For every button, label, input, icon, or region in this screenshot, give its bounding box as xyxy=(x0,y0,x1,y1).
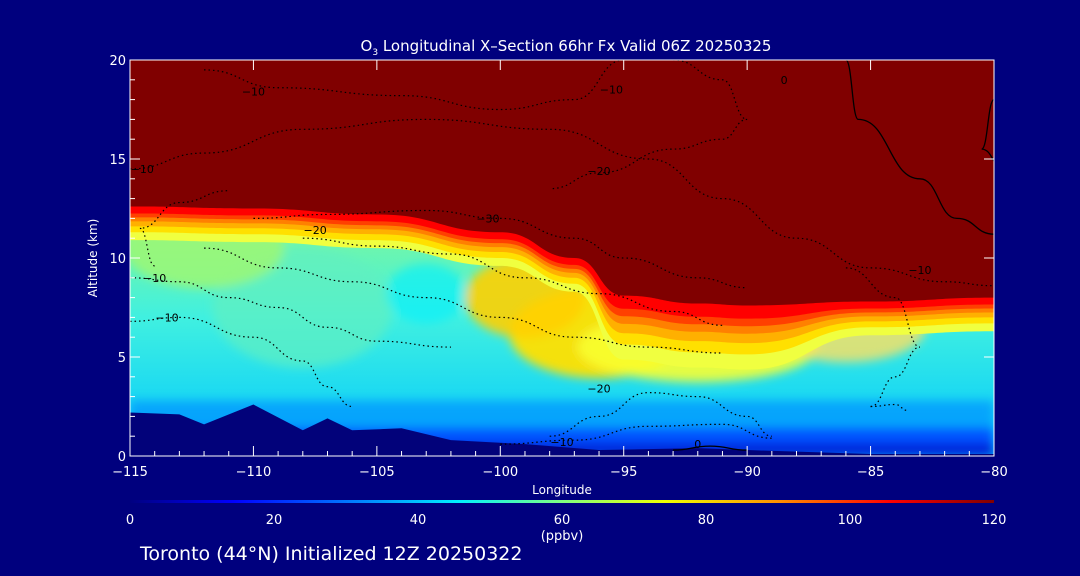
colorbar-tick-label: 60 xyxy=(554,513,571,528)
x-tick-label: −85 xyxy=(857,465,884,480)
x-tick-label: −90 xyxy=(733,465,760,480)
colorbar-tick-label: 0 xyxy=(126,513,134,528)
contour-label: −10 xyxy=(131,163,154,176)
title-subscript: 3 xyxy=(372,48,378,58)
x-axis: −115 −110 −105 −100 −95 −90 −85 −80 xyxy=(112,60,1008,480)
contour-label: −10 xyxy=(143,272,166,285)
contour-line xyxy=(549,60,748,190)
contour-line-zero xyxy=(673,445,748,451)
colorbar-unit-label: (ppbv) xyxy=(541,529,584,544)
contour-label: 0 xyxy=(781,74,788,87)
y-tick-label: 10 xyxy=(109,252,126,267)
contour-labels: −10 −10 −10 0 −20 −30 −20 −10 −10 −10 −20 −10 0 xyxy=(131,74,932,451)
contour-label: 0 xyxy=(694,438,701,451)
contour-label: −20 xyxy=(587,165,610,178)
colorbar xyxy=(130,500,994,503)
contour-line xyxy=(130,316,353,408)
contour-line xyxy=(302,237,723,326)
contour-label: −20 xyxy=(304,224,327,237)
y-tick-label: 5 xyxy=(118,351,126,366)
field-blob xyxy=(386,263,467,324)
contour-line xyxy=(845,267,921,408)
colorbar-tick-label: 120 xyxy=(982,513,1007,528)
contour-line xyxy=(204,60,624,111)
contour-label: −20 xyxy=(587,383,610,396)
contour-line xyxy=(549,392,772,437)
y-tick-label: 0 xyxy=(118,450,126,465)
stratosphere-region xyxy=(130,60,994,306)
x-axis-label: Longitude xyxy=(532,483,592,497)
x-tick-label: −110 xyxy=(236,465,272,480)
contour-line xyxy=(500,423,772,445)
x-tick-label: −100 xyxy=(482,465,518,480)
contour-label: −30 xyxy=(476,212,499,225)
title-rest: Longitudinal X–Section 66hr Fx Valid 06Z… xyxy=(378,37,771,55)
colorbar-ticks: 0 20 40 60 80 100 120 xyxy=(126,513,1007,528)
contour-label: −10 xyxy=(908,264,931,277)
contour-line-zero xyxy=(845,60,994,235)
y-tick-label: 15 xyxy=(109,153,126,168)
colorbar-tick-label: 100 xyxy=(838,513,863,528)
footer-caption: Toronto (44°N) Initialized 12Z 20250322 xyxy=(140,543,523,565)
title-prefix: O xyxy=(361,37,373,55)
y-tick-label: 20 xyxy=(109,54,126,69)
y-axis-label: Altitude (km) xyxy=(86,219,100,298)
contour-line xyxy=(130,277,451,348)
x-tick-label: −105 xyxy=(359,465,395,480)
contour-label: −10 xyxy=(242,86,265,99)
chart-title: O3 Longitudinal X–Section 66hr Fx Valid … xyxy=(361,37,772,58)
colorbar-tick-label: 40 xyxy=(410,513,427,528)
x-tick-label: −115 xyxy=(112,465,148,480)
colorbar-tick-label: 20 xyxy=(266,513,283,528)
contour-label: −10 xyxy=(550,436,573,449)
y-axis: 0 5 10 15 20 xyxy=(109,54,994,465)
contour-label: −10 xyxy=(600,84,623,97)
ozone-field: −10 −10 −10 0 −20 −30 −20 −10 −10 −10 −20 −10 0 xyxy=(130,60,994,456)
colorbar-tick-label: 80 xyxy=(698,513,715,528)
terrain-mask xyxy=(130,404,994,456)
x-tick-label: −80 xyxy=(980,465,1007,480)
x-tick-label: −95 xyxy=(610,465,637,480)
contour-lines xyxy=(130,60,994,445)
contour-line xyxy=(204,247,723,354)
contour-label: −10 xyxy=(155,311,178,324)
